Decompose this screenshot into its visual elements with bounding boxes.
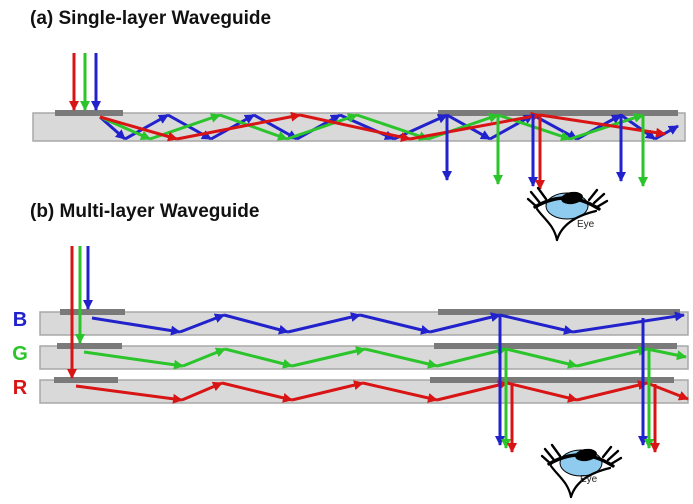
ray-segment-red xyxy=(99,115,178,142)
eye-icon-b xyxy=(540,443,623,499)
ray-segment-green xyxy=(364,347,438,369)
ray-segment-red xyxy=(176,111,301,141)
ray-segment-red xyxy=(291,380,364,402)
panel-a-title: (a) Single-layer Waveguide xyxy=(30,8,272,29)
ray-segment-green xyxy=(286,113,358,141)
ray-segment-green xyxy=(646,347,687,361)
ray-segment-blue xyxy=(253,113,298,141)
ray-segment-blue xyxy=(499,313,574,335)
eye-label-a: Eye xyxy=(577,219,595,230)
ray-segment-red xyxy=(362,381,438,403)
incoupling-grating-b-blue xyxy=(60,309,125,315)
eye-icon-a xyxy=(526,186,609,242)
ray-segment-blue xyxy=(572,311,685,334)
ray-segment-green xyxy=(182,347,226,368)
outcoupling-grating-a xyxy=(438,110,678,116)
ray-segment-green xyxy=(505,347,578,369)
panel-b-title: (b) Multi-layer Waveguide xyxy=(30,201,260,222)
outcoupling-grating-b-red xyxy=(430,377,674,383)
eye-label-b: Eye xyxy=(580,474,598,485)
ray-segment-red xyxy=(576,380,648,402)
layer-label-green: G xyxy=(12,343,28,365)
outcoupling-grating-b-green xyxy=(434,343,677,349)
waveguide-slab-b-green xyxy=(39,345,689,370)
ray-segment-red xyxy=(506,381,578,403)
ray-segment-green xyxy=(83,350,184,370)
ray-segment-red xyxy=(181,381,223,402)
ray-segment-green xyxy=(219,113,288,141)
ray-segment-blue xyxy=(99,115,126,141)
ray-segment-blue xyxy=(223,313,289,335)
incoupling-grating-b-green xyxy=(57,343,122,349)
ray-segment-green xyxy=(576,346,648,368)
ray-segment-red xyxy=(75,384,183,404)
outcoupling-grating-b-blue xyxy=(438,309,680,315)
ray-segment-red xyxy=(299,113,411,142)
ray-segment-blue xyxy=(124,113,169,141)
ray-segment-blue xyxy=(179,313,225,334)
ray-segment-blue xyxy=(359,313,431,335)
ray-segment-green xyxy=(356,113,429,141)
incoupling-grating-a xyxy=(55,110,123,116)
layer-label-red: R xyxy=(12,377,28,399)
ray-segment-green xyxy=(436,346,507,368)
ray-segment-red xyxy=(436,380,508,402)
waveguide-slab-b-blue xyxy=(39,311,689,336)
layer-label-blue: B xyxy=(12,309,28,331)
ray-arrows xyxy=(67,53,689,453)
ray-segment-blue xyxy=(429,312,501,334)
ray-segment-green xyxy=(569,113,644,141)
ray-segment-green xyxy=(224,347,293,369)
ray-segment-green xyxy=(291,346,366,368)
incoupling-grating-b-red xyxy=(54,377,118,383)
ray-segment-red xyxy=(409,111,541,141)
ray-segment-blue xyxy=(91,316,181,336)
ray-segment-red xyxy=(221,381,293,403)
ray-segment-blue xyxy=(287,312,361,334)
